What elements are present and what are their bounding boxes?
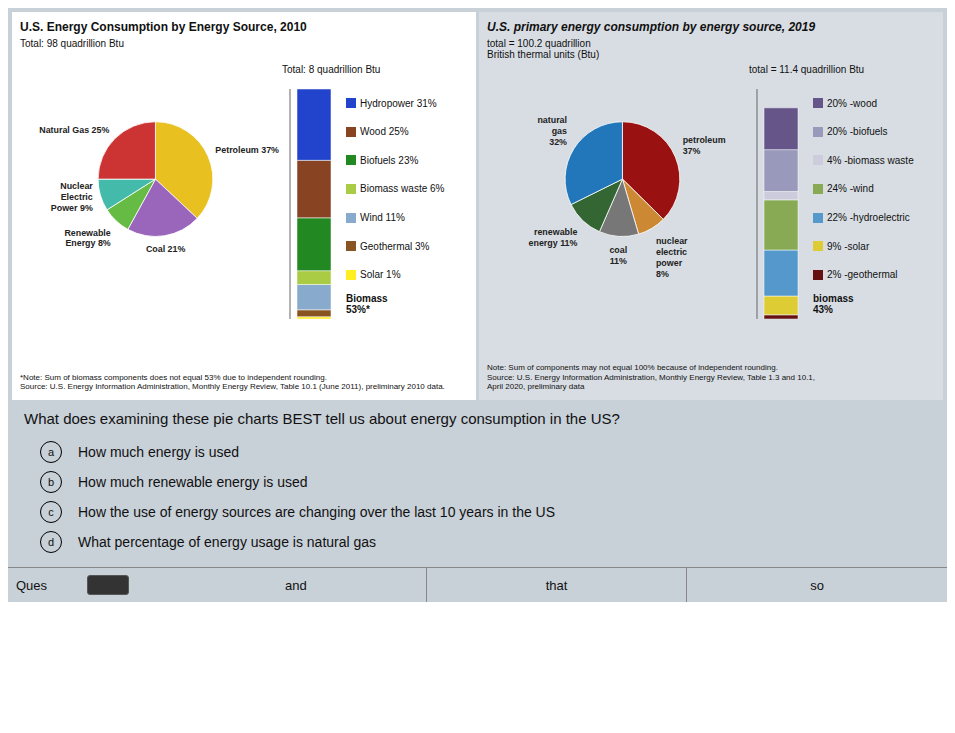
html-text:biomass 43%: biomass 43% — [813, 293, 854, 315]
html-text:9% -solar: 9% -solar — [827, 240, 870, 252]
html-text:*Note: Sum of biomass componen: *Note: Sum of biomass components does no… — [20, 372, 327, 382]
svg-text:naturalgas32%: naturalgas32% — [537, 115, 567, 147]
html-text:Biofuels 23%: Biofuels 23% — [360, 154, 419, 166]
html-text:4% -biomass waste: 4% -biomass waste — [827, 154, 914, 166]
html-text:U.S. Energy Consumption by Ene: U.S. Energy Consumption by Energy Source… — [20, 20, 307, 34]
html-text:Total: 8 quadrillion Btu: Total: 8 quadrillion Btu — [282, 64, 381, 75]
html-text:How the use of energy sources: How the use of energy sources are changi… — [78, 504, 555, 520]
html-text:d: d — [47, 536, 55, 548]
html-text:that: that — [545, 577, 568, 593]
html-text:20% -wood: 20% -wood — [827, 97, 877, 109]
html-text:Wood 25%: Wood 25% — [360, 126, 409, 138]
html-text:Biomass waste 6%: Biomass waste 6% — [360, 183, 445, 195]
html-text:What percentage of energy usag: What percentage of energy usage is natur… — [78, 534, 377, 550]
html-text:and: and — [285, 577, 307, 593]
html-text:total = 100.2 quadrillion Brit: total = 100.2 quadrillion British therma… — [487, 38, 600, 60]
html-text:Wind 11%: Wind 11% — [360, 212, 405, 223]
svg-text:renewableenergy 11%: renewableenergy 11% — [529, 227, 578, 248]
html-text:Geothermal 3%: Geothermal 3% — [360, 240, 430, 252]
html-text:24% -wind: 24% -wind — [827, 183, 874, 195]
svg-text:RenewableEnergy 8%: RenewableEnergy 8% — [64, 228, 110, 249]
html-text:How much renewable energy is u: How much renewable energy is used — [78, 474, 308, 490]
html-text:Note: Sum of components may no: Note: Sum of components may not equal 10… — [487, 363, 778, 373]
html-text:22% -hydroelectric: 22% -hydroelectric — [827, 212, 910, 223]
html-text:U.S. primary energy consumptio: U.S. primary energy consumption by energ… — [487, 20, 816, 34]
html-text:so: so — [810, 577, 824, 593]
html-text:total = 11.4 quadrillion Btu: total = 11.4 quadrillion Btu — [749, 64, 865, 75]
html-text:b: b — [47, 476, 55, 488]
html-text:Solar 1%: Solar 1% — [360, 269, 401, 281]
html-text:Total: 98 quadrillion Btu: Total: 98 quadrillion Btu — [20, 38, 124, 49]
svg-text:NuclearElectricPower 9%: NuclearElectricPower 9% — [51, 181, 93, 213]
svg-text:Natural Gas 25%: Natural Gas 25% — [39, 125, 109, 135]
html-text:a: a — [47, 446, 55, 458]
svg-text:Coal 21%: Coal 21% — [146, 244, 186, 254]
html-text:Ques: Ques — [16, 577, 48, 593]
svg-text:Petroleum 37%: Petroleum 37% — [215, 145, 279, 155]
html-text:Hydropower 31%: Hydropower 31% — [360, 97, 437, 109]
html-text:2% -geothermal: 2% -geothermal — [827, 269, 898, 281]
svg-text:coal11%: coal11% — [609, 245, 627, 266]
html-text:What does examining these pie: What does examining these pie charts BES… — [24, 410, 620, 427]
html-text:Source: U.S. Energy Informatio: Source: U.S. Energy Information Administ… — [487, 372, 815, 392]
html-text:Biomass 53%*: Biomass 53%* — [346, 293, 388, 315]
html-text:c: c — [48, 506, 54, 518]
html-text:Source: U.S. Energy Informatio: Source: U.S. Energy Information Administ… — [20, 382, 445, 392]
html-text:20% -biofuels: 20% -biofuels — [827, 126, 888, 138]
svg-text:petroleum37%: petroleum37% — [683, 135, 726, 156]
html-text:How much energy is used: How much energy is used — [78, 444, 240, 460]
svg-text:nuclearelectricpower8%: nuclearelectricpower8% — [656, 236, 688, 279]
